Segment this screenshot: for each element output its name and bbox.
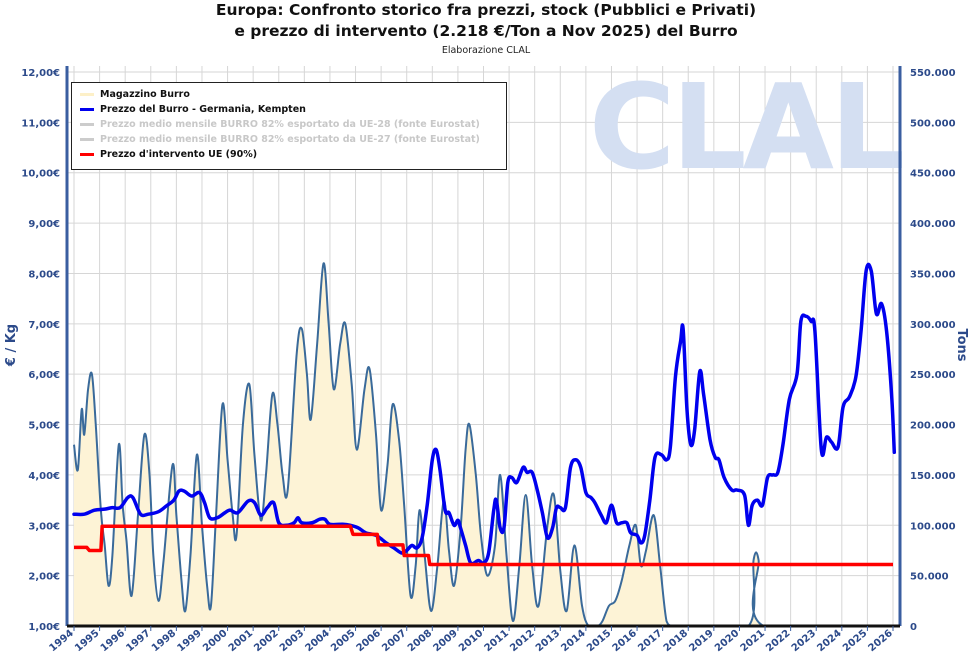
line-prezzo-intervento [74, 524, 893, 567]
right-tick-label: 500.000 [910, 118, 956, 129]
x-tick-label: 2010 [457, 628, 485, 653]
legend-swatch-kempten [80, 108, 94, 111]
left-axis-label: € / Kg [4, 324, 19, 367]
left-tick-label: 9,00€ [28, 219, 60, 230]
legend-item-export-ue27[interactable]: Prezzo medio mensile BURRO 82% esportato… [80, 133, 480, 147]
chart-title-line1: Europa: Confronto storico fra prezzi, st… [215, 1, 757, 19]
right-tick-label: 150.000 [910, 471, 956, 482]
clal-watermark: CLAL [589, 58, 902, 196]
legend-label: Prezzo medio mensile BURRO 82% esportato… [100, 134, 480, 145]
legend-swatch-magazzino [80, 93, 94, 96]
x-tick-label: 2026 [867, 628, 895, 653]
x-tick-label: 2004 [303, 628, 331, 653]
x-tick-label: 2025 [841, 628, 869, 653]
left-tick-label: 7,00€ [28, 320, 60, 331]
x-tick-label: 2013 [534, 628, 562, 653]
x-tick-label: 1997 [124, 628, 152, 653]
x-tick-label: 2018 [662, 628, 690, 653]
x-tick-label: 2012 [508, 628, 536, 653]
x-tick-label: 2014 [559, 628, 587, 653]
x-tick-label: 2005 [329, 628, 357, 653]
legend-swatch-ue28 [80, 123, 94, 126]
left-tick-label: 11,00€ [21, 118, 60, 129]
x-axis-ticks: 1994199519961997199819992000200120022003… [48, 626, 895, 653]
left-tick-label: 3,00€ [28, 521, 60, 532]
left-tick-label: 12,00€ [21, 68, 60, 79]
left-tick-label: 2,00€ [28, 572, 60, 583]
area-magazzino-fill [74, 263, 893, 626]
legend-swatch-ue27 [80, 138, 94, 141]
right-tick-label: 450.000 [910, 169, 956, 180]
left-axis-ticks: 1,00€ 2,00€ 3,00€ 4,00€ 5,00€ 6,00€ 7,00€ 8,00€… [21, 68, 60, 633]
right-tick-label: 250.000 [910, 370, 956, 381]
x-tick-label: 2021 [739, 628, 767, 653]
x-tick-label: 2002 [252, 628, 280, 653]
legend-swatch-intervento [80, 153, 94, 156]
legend-label: Prezzo del Burro - Germania, Kempten [100, 104, 306, 115]
x-tick-label: 2000 [201, 628, 229, 653]
left-tick-label: 1,00€ [28, 622, 60, 633]
legend-item-export-ue28[interactable]: Prezzo medio mensile BURRO 82% esportato… [80, 118, 480, 132]
x-tick-label: 2022 [764, 628, 792, 653]
right-tick-label: 0 [910, 622, 917, 633]
right-tick-label: 200.000 [910, 421, 956, 432]
x-tick-label: 2019 [687, 628, 715, 653]
x-tick-label: 2011 [483, 628, 511, 653]
x-tick-label: 2001 [227, 628, 255, 653]
legend-item-magazzino[interactable]: Magazzino Burro [80, 88, 190, 102]
left-tick-label: 6,00€ [28, 370, 60, 381]
x-tick-label: 1995 [73, 628, 101, 653]
x-tick-label: 2023 [790, 628, 818, 653]
x-tick-label: 2009 [431, 628, 459, 653]
left-tick-label: 5,00€ [28, 421, 60, 432]
x-tick-label: 2024 [815, 628, 843, 653]
right-tick-label: 400.000 [910, 219, 956, 230]
legend-label: Magazzino Burro [100, 89, 190, 100]
line-prezzo-kempten [72, 262, 897, 566]
left-tick-label: 8,00€ [28, 269, 60, 280]
x-tick-label: 2006 [355, 628, 383, 653]
x-tick-label: 1998 [150, 628, 178, 653]
legend-label: Prezzo medio mensile BURRO 82% esportato… [100, 119, 480, 130]
x-tick-label: 1996 [99, 628, 127, 653]
legend-item-prezzo-kempten[interactable]: Prezzo del Burro - Germania, Kempten [80, 103, 306, 117]
x-tick-label: 2020 [713, 628, 741, 653]
chart-legend: Magazzino Burro Prezzo del Burro - Germa… [71, 82, 507, 170]
right-tick-label: 550.000 [910, 68, 956, 79]
right-axis-ticks: 0 50.000 100.000 150.000 200.000 250.000 300.0… [910, 68, 956, 633]
chart-title-line2: e prezzo di intervento (2.218 €/Ton a No… [234, 22, 738, 40]
right-tick-label: 100.000 [910, 521, 956, 532]
x-tick-label: 2017 [636, 628, 664, 653]
x-tick-label: 2003 [278, 628, 306, 653]
x-tick-label: 2007 [380, 628, 408, 653]
left-tick-label: 4,00€ [28, 471, 60, 482]
chart-subtitle: Elaborazione CLAL [441, 45, 531, 56]
x-tick-label: 2015 [585, 628, 613, 653]
x-tick-label: 2008 [406, 628, 434, 653]
legend-item-intervento[interactable]: Prezzo d'intervento UE (90%) [80, 148, 257, 162]
left-tick-label: 10,00€ [21, 169, 60, 180]
right-axis-label: Tons [954, 328, 969, 361]
x-tick-label: 1999 [175, 628, 203, 653]
right-tick-label: 300.000 [910, 320, 956, 331]
right-tick-label: 50.000 [910, 572, 949, 583]
x-tick-label: 2016 [611, 628, 639, 653]
legend-label: Prezzo d'intervento UE (90%) [100, 149, 258, 160]
right-tick-label: 350.000 [910, 269, 956, 280]
